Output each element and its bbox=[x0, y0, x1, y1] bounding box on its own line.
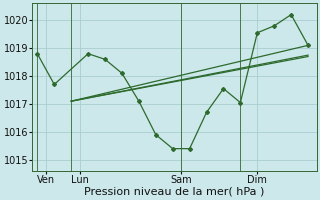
X-axis label: Pression niveau de la mer( hPa ): Pression niveau de la mer( hPa ) bbox=[84, 187, 265, 197]
